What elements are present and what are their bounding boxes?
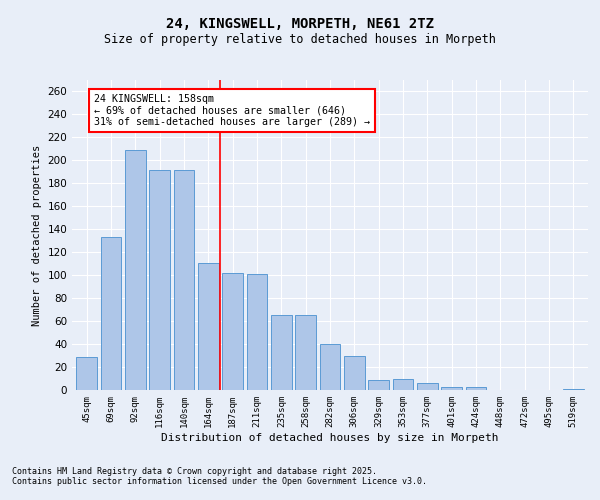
Bar	[149, 170, 170, 390]
Bar	[344, 356, 365, 390]
Y-axis label: Number of detached properties: Number of detached properties	[32, 144, 42, 326]
Text: Contains HM Land Registry data © Crown copyright and database right 2025.: Contains HM Land Registry data © Crown c…	[12, 467, 377, 476]
Bar	[392, 378, 413, 390]
Bar	[271, 316, 292, 390]
Text: Contains public sector information licensed under the Open Government Licence v3: Contains public sector information licen…	[12, 477, 427, 486]
X-axis label: Distribution of detached houses by size in Morpeth: Distribution of detached houses by size …	[161, 432, 499, 442]
Text: Size of property relative to detached houses in Morpeth: Size of property relative to detached ho…	[104, 32, 496, 46]
Bar	[173, 170, 194, 390]
Bar	[125, 150, 146, 390]
Bar	[295, 316, 316, 390]
Bar	[563, 389, 584, 390]
Bar	[368, 380, 389, 390]
Bar	[198, 262, 218, 390]
Bar	[101, 238, 121, 390]
Bar	[417, 383, 438, 390]
Bar	[320, 344, 340, 390]
Text: 24, KINGSWELL, MORPETH, NE61 2TZ: 24, KINGSWELL, MORPETH, NE61 2TZ	[166, 18, 434, 32]
Bar	[76, 356, 97, 390]
Bar	[466, 386, 487, 390]
Bar	[247, 274, 268, 390]
Text: 24 KINGSWELL: 158sqm
← 69% of detached houses are smaller (646)
31% of semi-deta: 24 KINGSWELL: 158sqm ← 69% of detached h…	[94, 94, 370, 127]
Bar	[222, 273, 243, 390]
Bar	[442, 386, 462, 390]
